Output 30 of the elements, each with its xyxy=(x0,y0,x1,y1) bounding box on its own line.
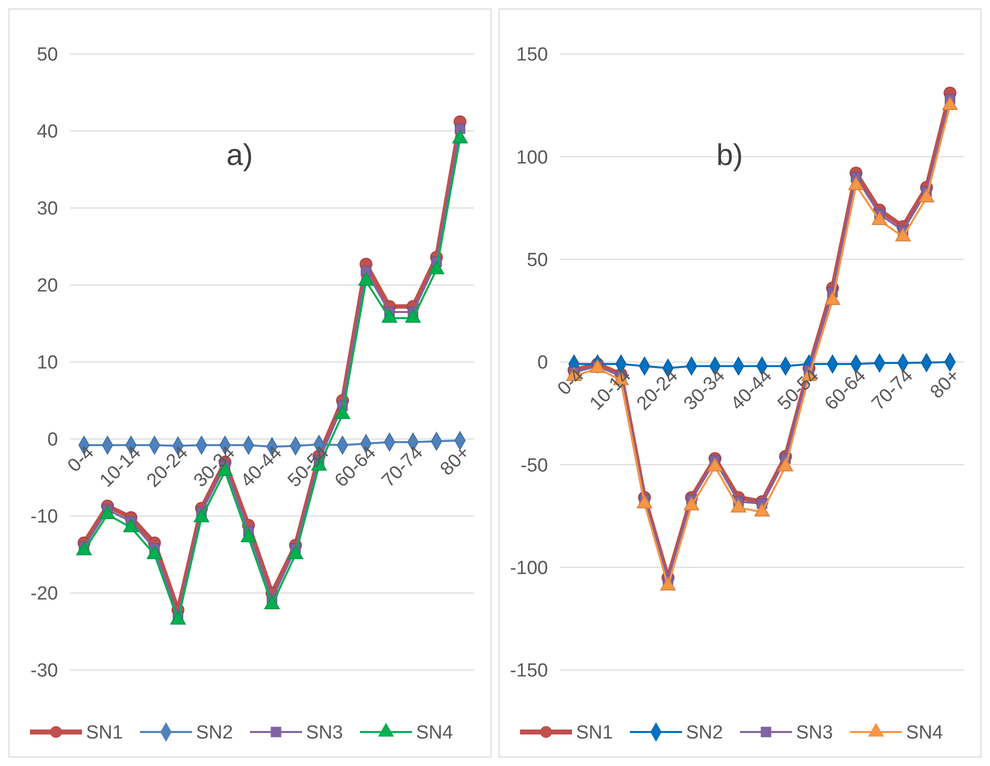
y-tick-label: 20 xyxy=(36,276,58,297)
y-tick-label: 10 xyxy=(36,352,58,374)
text: a) xyxy=(226,138,254,172)
y-tick-label: -10 xyxy=(30,506,58,528)
x-tick-label: 80+ xyxy=(926,365,964,404)
x-tick-label: 0-4 xyxy=(554,365,589,400)
y-tick-label: 0 xyxy=(537,352,548,374)
y-tick-label: 50 xyxy=(36,44,58,66)
legend-label: SN4 xyxy=(906,722,944,744)
y-tick-label: -50 xyxy=(520,455,548,476)
legend-label: SN1 xyxy=(86,722,123,744)
y-tick-label: -150 xyxy=(510,660,548,682)
x-tick-label: 0-4 xyxy=(64,442,99,477)
y-tick-label: 30 xyxy=(36,198,58,220)
legend-label: SN1 xyxy=(576,722,613,744)
text: b) xyxy=(716,138,744,172)
y-tick-label: -20 xyxy=(30,584,58,605)
legend-label: SN2 xyxy=(196,722,233,744)
x-tick-label: 80+ xyxy=(436,442,474,480)
legend-label: SN2 xyxy=(686,722,723,744)
y-tick-label: 0 xyxy=(47,430,58,451)
legend-label: SN3 xyxy=(796,722,833,744)
y-tick-label: 40 xyxy=(36,122,58,143)
legend-label: SN3 xyxy=(306,722,343,744)
y-tick-label: -100 xyxy=(510,558,548,579)
legend-label: SN4 xyxy=(416,722,454,744)
y-tick-label: 100 xyxy=(516,147,548,168)
y-tick-label: 150 xyxy=(516,44,548,66)
y-tick-label: -30 xyxy=(30,660,58,682)
y-tick-label: 50 xyxy=(526,250,548,271)
